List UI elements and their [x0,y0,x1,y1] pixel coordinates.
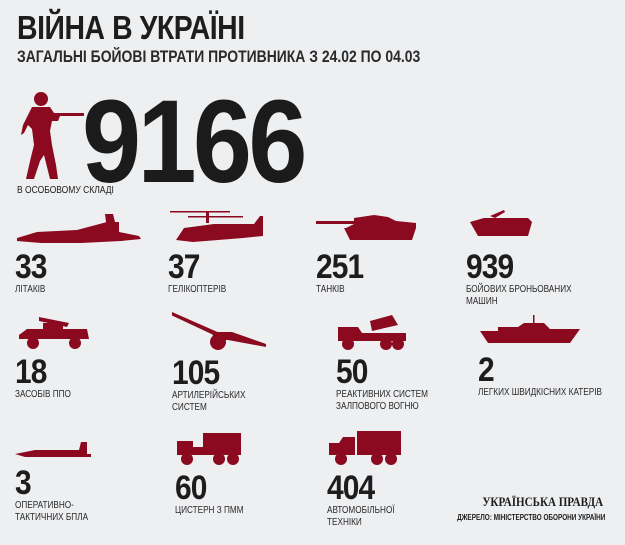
stat-value: 3 [15,464,32,502]
stat-label: АВТОМОБІЛЬНОЇ ТЕХНІКИ [327,505,395,528]
rocket-launcher-icon [338,315,406,350]
tank-icon [316,215,416,240]
page-title: ВІЙНА В УКРАЇНІ [17,9,245,46]
personnel-label: В ОСОБОВОМУ СКЛАДІ [17,185,114,196]
stat-value: 60 [175,469,207,507]
stat-value: 251 [316,248,364,286]
stat-label: БОЙОВИХ БРОНЬОВАНИХ МАШИН [466,284,572,307]
stat-label: ТАНКІВ [316,284,345,295]
stat-label: ЛІТАКІВ [15,284,46,295]
publisher-logo: УКРАЇНСЬКА ПРАВДА [482,494,603,509]
stat-label: ОПЕРАТИВНО- ТАКТИЧНИХ БПЛА [15,500,89,523]
stat-boats: 2 ЛЕГКИХ ШВИДКІСНИХ КАТЕРІВ [478,313,625,399]
personnel-count: 9166 [82,76,307,208]
drone-icon [15,442,91,457]
stat-fuel-tanks: 60 ЦИСТЕРН З ПММ [175,431,325,517]
stat-value: 939 [466,248,514,286]
stat-armored-vehicles: 939 БОЙОВИХ БРОНЬОВАНИХ МАШИН [466,210,616,308]
stat-value: 2 [478,351,495,389]
stat-helicopters: 37 ГЕЛІКОПТЕРІВ [168,210,318,296]
armored-vehicle-icon [470,210,532,236]
stat-label: ЦИСТЕРН З ПММ [175,505,244,516]
stat-value: 33 [15,248,47,286]
stat-label: ЗАСОБІВ ППО [15,389,71,400]
stat-value: 18 [15,353,47,391]
soldier-icon [21,92,84,179]
boat-icon [480,315,580,343]
stat-tanks: 251 ТАНКІВ [316,210,466,296]
stat-label: ЛЕГКИХ ШВИДКІСНИХ КАТЕРІВ [478,387,602,398]
stat-rocket-launchers: 50 РЕАКТИВНИХ СИСТЕМ ЗАЛПОВОГО ВОГНЮ [336,313,486,413]
stat-value: 404 [327,469,375,507]
stat-drones: 3 ОПЕРАТИВНО- ТАКТИЧНИХ БПЛА [15,440,165,524]
truck-icon [329,431,401,465]
stat-value: 37 [168,248,200,286]
stat-artillery: 105 АРТИЛЕРІЙСЬКИХ СИСТЕМ [172,310,322,414]
stat-vehicles: 404 АВТОМОБІЛЬНОЇ ТЕХНІКИ [327,431,477,529]
fuel-truck-icon [177,433,241,465]
artillery-icon [172,312,266,350]
stat-label: ГЕЛІКОПТЕРІВ [168,284,227,295]
air-defense-icon [19,317,89,349]
stat-label: РЕАКТИВНИХ СИСТЕМ ЗАЛПОВОГО ВОГНЮ [336,389,428,412]
jet-icon [17,214,141,243]
stat-label: АРТИЛЕРІЙСЬКИХ СИСТЕМ [172,390,246,413]
stat-air-defense: 18 ЗАСОБІВ ППО [15,313,165,401]
stat-value: 50 [336,353,368,391]
stat-aircraft: 33 ЛІТАКІВ [15,210,165,296]
source-note: ДЖЕРЕЛО: МІНІСТЕРСТВО ОБОРОНИ УКРАЇНИ [456,513,605,522]
stat-value: 105 [172,354,220,392]
helicopter-icon [170,211,263,242]
page-subtitle: ЗАГАЛЬНІ БОЙОВІ ВТРАТИ ПРОТИВНИКА З 24.0… [17,47,421,66]
